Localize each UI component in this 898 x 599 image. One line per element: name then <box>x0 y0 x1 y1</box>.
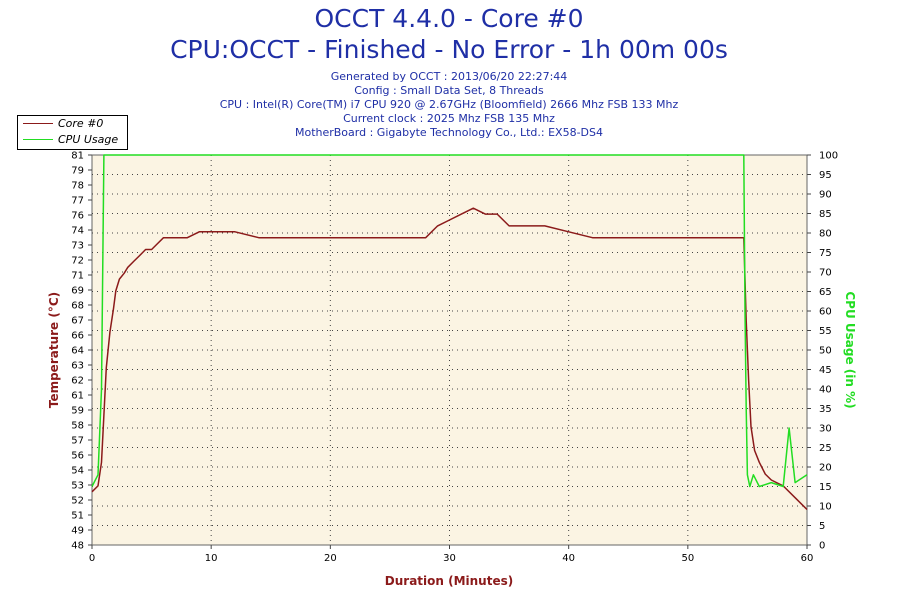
y2-tick-label: 100 <box>819 151 838 162</box>
grid-lines <box>92 155 807 545</box>
y2-tick-label: 70 <box>819 268 832 279</box>
y2-tick-label: 10 <box>819 502 832 513</box>
y2-tick-label: 50 <box>819 346 832 357</box>
legend-item-core0: Core #0 <box>18 116 127 132</box>
y-tick-label: 49 <box>71 526 84 537</box>
y2-tick-label: 45 <box>819 365 832 376</box>
x-tick-label: 60 <box>801 553 814 564</box>
legend-label-core0: Core #0 <box>58 117 104 130</box>
y2-tick-label: 80 <box>819 229 832 240</box>
y-tick-label: 63 <box>71 361 84 372</box>
info-generated: Generated by OCCT : 2013/06/20 22:27:44 <box>330 70 568 83</box>
y-tick-label: 51 <box>71 511 84 522</box>
y-tick-label: 54 <box>71 466 84 477</box>
y2-tick-label: 85 <box>819 209 832 220</box>
y2-tick-label: 20 <box>819 463 832 474</box>
info-current-clock: Current clock : 2025 Mhz FSB 135 Mhz <box>343 112 555 125</box>
legend-item-cpu-usage: CPU Usage <box>18 132 127 148</box>
y2-tick-label: 25 <box>819 443 832 454</box>
y-tick-label: 66 <box>71 331 84 342</box>
y2-axis-label: CPU Usage (in %) <box>843 291 857 408</box>
x-tick-label: 30 <box>443 553 456 564</box>
y2-tick-label: 75 <box>819 248 832 259</box>
y-tick-label: 69 <box>71 286 84 297</box>
legend-swatch-core0 <box>23 123 53 124</box>
legend-swatch-cpu-usage <box>23 139 53 140</box>
y-tick-label: 71 <box>71 271 84 282</box>
y-tick-label: 74 <box>71 226 84 237</box>
axes-layer: 0 10 20 30 40 50 60484951525354565758596162636… <box>71 151 838 565</box>
y-tick-label: 72 <box>71 256 84 267</box>
chart-subtitle: CPU:OCCT - Finished - No Error - 1h 00m … <box>170 35 728 64</box>
info-config: Config : Small Data Set, 8 Threads <box>354 84 544 97</box>
y-tick-label: 58 <box>71 421 84 432</box>
x-tick-label: 50 <box>681 553 694 564</box>
y2-tick-label: 65 <box>819 287 832 298</box>
legend-label-cpu-usage: CPU Usage <box>58 133 119 146</box>
info-motherboard: MotherBoard : Gigabyte Technology Co., L… <box>294 126 604 139</box>
y-tick-label: 59 <box>71 406 84 417</box>
y2-tick-label: 60 <box>819 307 832 318</box>
x-tick-label: 10 <box>205 553 218 564</box>
y-tick-label: 79 <box>71 166 84 177</box>
x-tick-label: 0 <box>89 553 95 564</box>
chart-title: OCCT 4.4.0 - Core #0 <box>314 4 584 33</box>
y-tick-label: 61 <box>71 391 84 402</box>
x-tick-label: 40 <box>562 553 575 564</box>
y-tick-label: 67 <box>71 316 84 327</box>
series-layer <box>91 154 808 511</box>
y-axis-label: Temperature (°C) <box>47 292 61 408</box>
y-tick-label: 57 <box>71 436 84 447</box>
y2-tick-label: 15 <box>819 482 832 493</box>
y-tick-label: 53 <box>71 481 84 492</box>
y-tick-label: 56 <box>71 451 84 462</box>
series-line-cpu-usage <box>91 154 808 488</box>
y2-tick-label: 35 <box>819 404 832 415</box>
y-tick-label: 81 <box>71 151 84 162</box>
info-cpu: CPU : Intel(R) Core(TM) i7 CPU 920 @ 2.6… <box>219 98 679 111</box>
y-tick-label: 52 <box>71 496 84 507</box>
y2-tick-label: 40 <box>819 385 832 396</box>
y-tick-label: 77 <box>71 196 84 207</box>
y-tick-label: 48 <box>71 541 84 552</box>
x-axis-label: Duration (Minutes) <box>385 574 513 588</box>
y-tick-label: 68 <box>71 301 84 312</box>
y-tick-label: 62 <box>71 376 84 387</box>
y2-tick-label: 0 <box>819 541 825 552</box>
chart-legend: Core #0 CPU Usage <box>17 115 128 150</box>
y2-tick-label: 30 <box>819 424 832 435</box>
y2-tick-label: 55 <box>819 326 832 337</box>
y-tick-label: 73 <box>71 241 84 252</box>
y-tick-label: 76 <box>71 211 84 222</box>
y-tick-label: 78 <box>71 181 84 192</box>
y2-tick-label: 95 <box>819 170 832 181</box>
y2-tick-label: 5 <box>819 521 825 532</box>
y-tick-label: 64 <box>71 346 84 357</box>
x-tick-label: 20 <box>324 553 337 564</box>
y2-tick-label: 90 <box>819 190 832 201</box>
